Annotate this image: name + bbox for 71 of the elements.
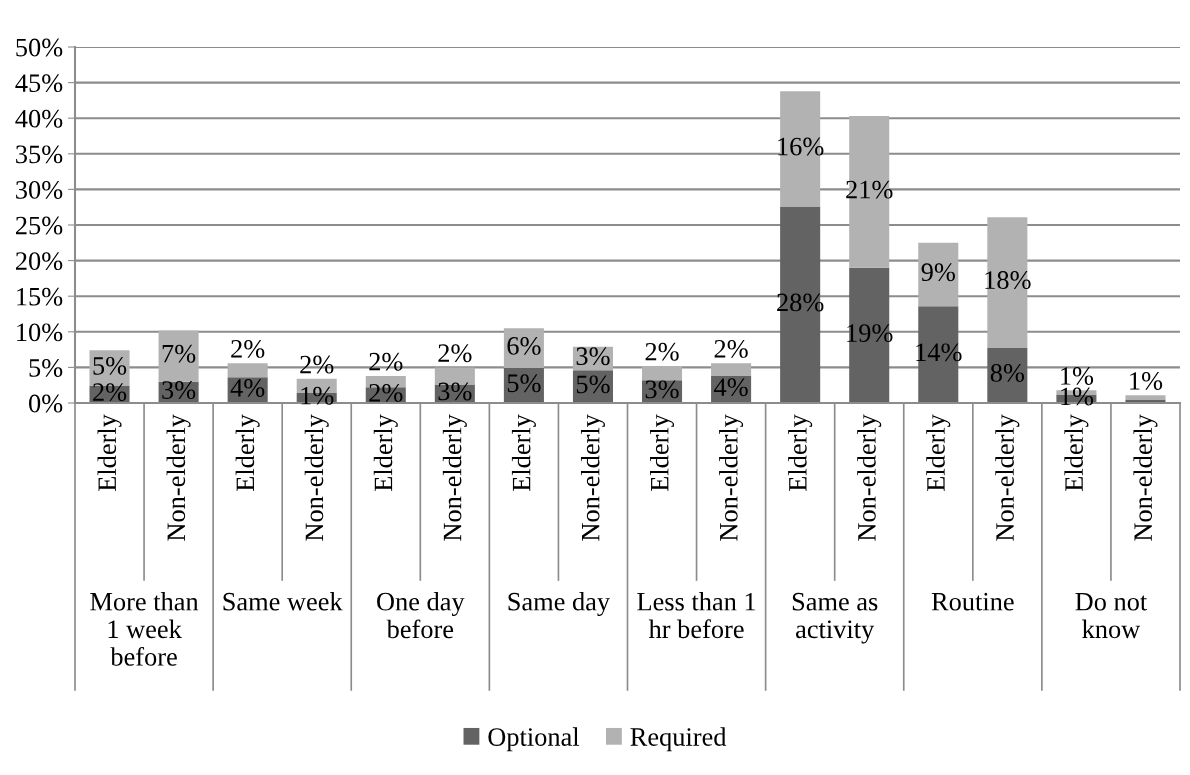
bar bbox=[1125, 395, 1166, 400]
data-label: 5% bbox=[507, 374, 541, 393]
legend-label: Required bbox=[630, 727, 727, 752]
data-label: 2% bbox=[714, 339, 748, 358]
x-tick-label: Non-elderly bbox=[166, 414, 191, 541]
x-tick-label: Elderly bbox=[926, 414, 951, 492]
y-tick-label: 30% bbox=[16, 181, 63, 199]
data-label: 19% bbox=[847, 324, 893, 343]
x-tick-label: Non-elderly bbox=[580, 414, 605, 541]
bar bbox=[642, 365, 683, 381]
data-label: 4% bbox=[230, 378, 265, 397]
y-tick-label: 10% bbox=[17, 323, 63, 342]
y-tick-label: 0% bbox=[29, 394, 63, 413]
y-tick-label: 5% bbox=[29, 359, 63, 377]
data-label: 21% bbox=[846, 180, 893, 199]
x-tick-label: Elderly bbox=[373, 414, 398, 492]
data-label: 3% bbox=[438, 382, 472, 401]
data-label: 18% bbox=[985, 271, 1031, 290]
data-label: 5% bbox=[576, 375, 610, 394]
y-tick-label: 20% bbox=[15, 252, 63, 271]
y-tick-label: 35% bbox=[16, 145, 63, 164]
text: One day before bbox=[377, 592, 465, 639]
data-label: 9% bbox=[921, 263, 955, 282]
data-label: 2% bbox=[369, 383, 403, 402]
text: Same week bbox=[223, 592, 343, 611]
x-tick-label: Non-elderly bbox=[442, 414, 467, 541]
x-tick-label: Elderly bbox=[235, 414, 260, 492]
y-tick-label: 40% bbox=[15, 109, 63, 128]
data-label: 7% bbox=[162, 344, 196, 363]
data-label: 3% bbox=[645, 380, 679, 399]
x-tick-label: Non-elderly bbox=[304, 414, 329, 541]
data-label: 2% bbox=[645, 342, 679, 361]
data-label: 8% bbox=[990, 364, 1025, 382]
data-label: 2% bbox=[231, 339, 265, 358]
bar bbox=[918, 242, 959, 307]
x-tick-label: Elderly bbox=[1064, 414, 1089, 492]
data-label: 1% bbox=[1130, 372, 1163, 390]
x-tick-label: Elderly bbox=[511, 414, 536, 492]
data-label: 6% bbox=[507, 336, 541, 355]
text: Do not know bbox=[1075, 593, 1148, 639]
bar bbox=[987, 347, 1028, 403]
data-label: 3% bbox=[162, 381, 196, 400]
data-label: 5% bbox=[93, 356, 127, 375]
y-tick-label: 25% bbox=[15, 216, 63, 235]
text: Routine bbox=[931, 592, 1014, 611]
data-label: 2% bbox=[438, 344, 472, 363]
data-label: 1% bbox=[1061, 367, 1094, 385]
x-tick-label: Elderly bbox=[788, 414, 813, 492]
x-tick-label: Non-elderly bbox=[1133, 414, 1158, 541]
x-tick-label: Non-elderly bbox=[995, 414, 1020, 541]
x-tick-label: Non-elderly bbox=[719, 414, 744, 541]
bar bbox=[227, 363, 268, 378]
data-label: 2% bbox=[300, 355, 334, 374]
bar bbox=[158, 330, 199, 382]
text: More than 1 week before bbox=[90, 592, 199, 666]
y-tick-label: 50% bbox=[16, 38, 63, 57]
data-label: 4% bbox=[714, 378, 748, 397]
data-label: 2% bbox=[369, 352, 403, 371]
text: Same day bbox=[508, 592, 610, 617]
y-tick-label: 15% bbox=[17, 287, 63, 306]
data-label: 3% bbox=[576, 347, 610, 366]
x-tick-label: Non-elderly bbox=[857, 414, 882, 541]
text: Less than 1 hr before bbox=[637, 592, 756, 639]
y-tick-label: 45% bbox=[15, 74, 63, 93]
x-tick-label: Elderly bbox=[650, 414, 675, 492]
text: Same as activity bbox=[792, 592, 878, 644]
legend-label: Optional bbox=[488, 727, 580, 752]
data-label: 16% bbox=[778, 137, 824, 156]
bar bbox=[711, 363, 752, 376]
x-tick-label: Elderly bbox=[97, 414, 122, 492]
data-label: 2% bbox=[93, 383, 127, 402]
